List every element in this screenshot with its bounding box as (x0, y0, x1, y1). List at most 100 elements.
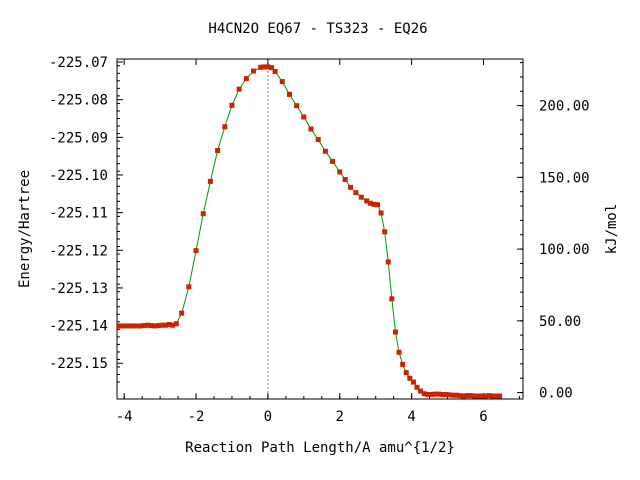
x-tick-label: 2 (336, 409, 344, 425)
x-tick-label: 6 (479, 409, 487, 425)
data-point (439, 391, 445, 397)
data-point (145, 322, 151, 328)
data-point (385, 259, 391, 265)
y-axis-label: Energy/Hartree (17, 170, 33, 288)
data-point (418, 388, 424, 394)
data-point (464, 393, 470, 399)
data-point (471, 393, 477, 399)
data-point (348, 184, 354, 190)
data-point (141, 323, 147, 329)
data-point (436, 391, 442, 397)
data-point (119, 323, 125, 329)
data-point (374, 202, 380, 208)
data-point (342, 176, 348, 182)
y2-tick-label: 200.00 (539, 99, 590, 115)
data-point (358, 194, 364, 200)
data-point (308, 126, 314, 132)
x-tick-label: 4 (407, 409, 415, 425)
data-point (193, 248, 199, 254)
data-point (159, 322, 165, 328)
data-point (173, 321, 179, 327)
data-point (258, 64, 264, 70)
data-point (382, 229, 388, 235)
data-point (236, 86, 242, 92)
x-tick-label: -2 (188, 409, 205, 425)
y-tick-label: -225.14 (49, 319, 108, 335)
data-point (243, 76, 249, 82)
data-point (251, 68, 257, 74)
data-point (400, 361, 406, 367)
data-point (127, 323, 133, 329)
data-point (207, 178, 213, 184)
y-tick-label: -225.09 (49, 130, 108, 146)
data-point (446, 392, 452, 398)
data-point (265, 64, 271, 70)
y-tick-label: -225.07 (49, 55, 108, 71)
data-point (134, 323, 140, 329)
data-point (475, 393, 481, 399)
data-point (497, 393, 503, 399)
y2-tick-label: 150.00 (539, 170, 590, 186)
data-point (222, 124, 228, 130)
y2-tick-label: 50.00 (539, 314, 581, 330)
data-point (315, 137, 321, 143)
data-point (378, 210, 384, 216)
data-point (493, 393, 499, 399)
x-axis-label: Reaction Path Length/A amu^{1/2} (185, 440, 455, 456)
data-point (301, 114, 307, 120)
y-tick-label: -225.13 (49, 281, 108, 297)
data-point (421, 391, 427, 397)
data-point (137, 323, 143, 329)
data-point (410, 379, 416, 385)
data-point (179, 310, 185, 316)
data-point (489, 393, 495, 399)
data-point (272, 68, 278, 74)
data-point (479, 393, 485, 399)
energy-series-line (118, 66, 500, 397)
data-point (468, 393, 474, 399)
y-tick-label: -225.08 (49, 93, 108, 109)
data-point (123, 323, 129, 329)
data-point (443, 391, 449, 397)
data-point (396, 349, 402, 355)
y-tick-label: -225.11 (49, 206, 108, 222)
y2-axis-label: kJ/mol (604, 204, 620, 255)
data-point (322, 148, 328, 154)
data-point (261, 64, 267, 70)
data-point (371, 201, 377, 207)
data-point (279, 79, 285, 85)
data-point (457, 393, 463, 399)
y2-axis-ticks: 0.00 50.00 100.00 150.00 200.00 (517, 62, 590, 402)
plot-frame (116, 58, 524, 400)
data-point (432, 391, 438, 397)
data-point (152, 323, 158, 329)
data-point (330, 158, 336, 164)
data-point (454, 392, 460, 398)
y-tick-label: -225.12 (49, 243, 108, 259)
data-point (425, 391, 431, 397)
data-point (486, 393, 492, 399)
data-point (229, 102, 235, 108)
data-point (186, 284, 192, 290)
data-point (116, 323, 122, 329)
data-point (130, 323, 136, 329)
data-point (364, 198, 370, 204)
x-axis-ticks: -4 -2 0 2 4 6 (116, 59, 520, 425)
energy-series-points (116, 64, 503, 399)
data-point (163, 322, 169, 328)
y2-tick-label: 100.00 (539, 242, 590, 258)
y-tick-label: -225.15 (49, 356, 108, 372)
x-tick-label: -4 (116, 409, 133, 425)
data-point (148, 323, 154, 329)
data-point (461, 393, 467, 399)
data-point (407, 375, 413, 381)
data-point (482, 393, 488, 399)
data-point (428, 391, 434, 397)
data-point (166, 321, 172, 327)
chart-title: H4CN2O EQ67 - TS323 - EQ26 (208, 21, 427, 37)
data-point (170, 322, 176, 328)
data-point (215, 147, 221, 153)
data-point (392, 329, 398, 335)
data-point (403, 370, 409, 376)
